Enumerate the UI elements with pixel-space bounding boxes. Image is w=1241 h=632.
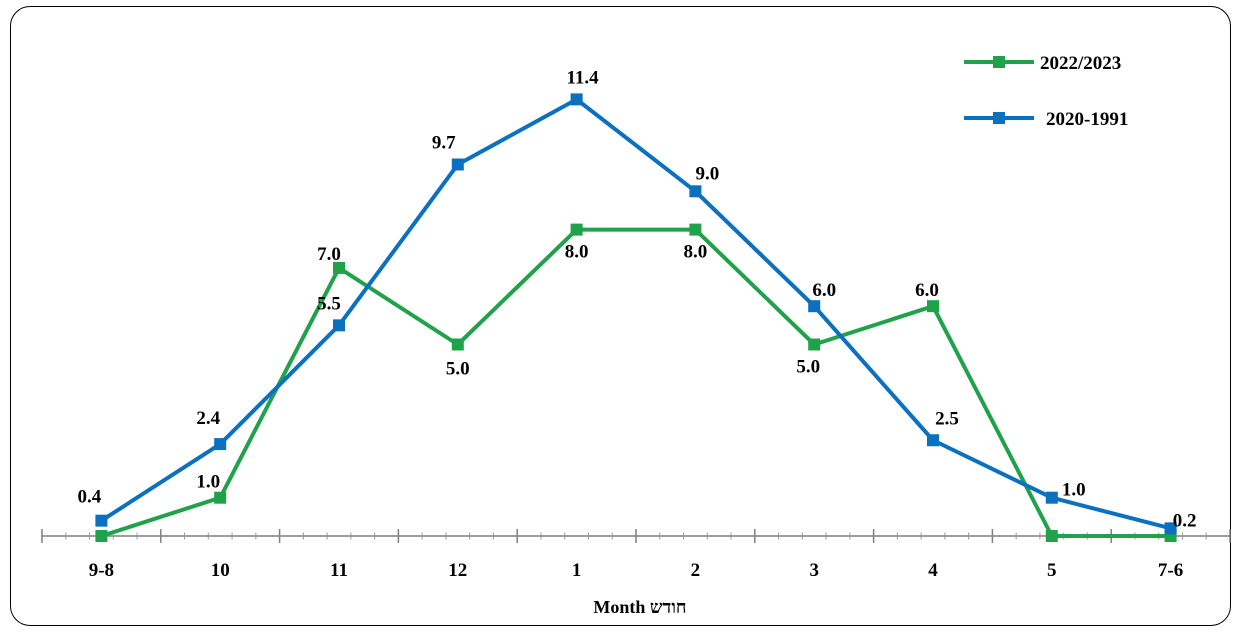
series-layer: 1.0 7.0 5.0 8.0 8.0 5.0 6.0 0.4 2.4 5.5 9.7 11.4 9.0… xyxy=(78,67,1197,542)
x-axis-title: Month חודש xyxy=(593,597,686,617)
series-recent: 1.0 7.0 5.0 8.0 8.0 5.0 6.0 xyxy=(95,223,1177,542)
x-tick-labels: 9-8 10 11 12 1 2 3 4 5 7-6 xyxy=(89,560,1184,581)
data-point xyxy=(808,338,821,351)
data-point xyxy=(808,300,821,313)
data-label: 2.4 xyxy=(196,408,220,429)
data-point xyxy=(451,158,464,171)
data-label: 7.0 xyxy=(317,244,341,265)
data-point xyxy=(451,338,464,351)
data-label: 8.0 xyxy=(684,242,708,263)
data-label: 5.0 xyxy=(796,357,820,378)
legend-swatch-marker xyxy=(993,112,1005,124)
data-point xyxy=(570,93,583,106)
data-point xyxy=(333,261,345,274)
x-tick-label: 2 xyxy=(691,560,701,581)
series-normal: 0.4 2.4 5.5 9.7 11.4 9.0 6.0 2.5 1.0 0.2 xyxy=(78,67,1197,535)
data-label: 1.0 xyxy=(1062,480,1086,501)
data-label: 5.0 xyxy=(446,359,470,380)
data-label: 5.5 xyxy=(317,293,341,314)
x-tick-label: 4 xyxy=(928,560,938,581)
data-point xyxy=(214,491,227,504)
x-tick-label: 9-8 xyxy=(89,560,114,581)
x-tick-label: 1 xyxy=(572,560,582,581)
data-label: 11.4 xyxy=(566,67,599,88)
data-label: 6.0 xyxy=(915,280,939,301)
data-point xyxy=(95,514,108,527)
legend-swatch-marker xyxy=(993,56,1005,68)
data-point xyxy=(1045,530,1058,542)
data-point xyxy=(1164,522,1177,535)
x-tick-label: 7-6 xyxy=(1158,560,1183,581)
series-line xyxy=(100,97,1172,531)
data-point xyxy=(927,300,939,313)
data-point xyxy=(689,185,702,198)
x-axis xyxy=(41,529,1231,543)
data-point xyxy=(689,223,702,236)
x-tick-label: 10 xyxy=(211,560,230,581)
legend: 2022/2023 2020-1991 xyxy=(964,53,1128,130)
data-label: 9.7 xyxy=(432,132,456,153)
data-point xyxy=(570,223,583,236)
data-label: 0.2 xyxy=(1173,510,1197,531)
data-label: 2.5 xyxy=(935,408,959,429)
data-label: 1.0 xyxy=(196,472,220,493)
data-point xyxy=(1045,491,1058,504)
data-point xyxy=(927,434,939,447)
data-label: 8.0 xyxy=(565,242,589,263)
x-tick-label: 11 xyxy=(330,560,348,581)
data-label: 9.0 xyxy=(696,163,720,184)
data-point xyxy=(214,438,227,451)
x-tick-label: 3 xyxy=(809,560,819,581)
data-point xyxy=(333,319,345,332)
data-label: 0.4 xyxy=(78,487,102,508)
legend-label: 2022/2023 xyxy=(1040,53,1121,74)
data-point xyxy=(95,530,108,542)
series-line xyxy=(100,227,1171,538)
legend-label: 2020-1991 xyxy=(1046,109,1128,130)
x-tick-label: 12 xyxy=(448,560,467,581)
data-label: 6.0 xyxy=(812,280,836,301)
chart-frame xyxy=(10,6,1231,626)
x-tick-label: 5 xyxy=(1047,560,1057,581)
